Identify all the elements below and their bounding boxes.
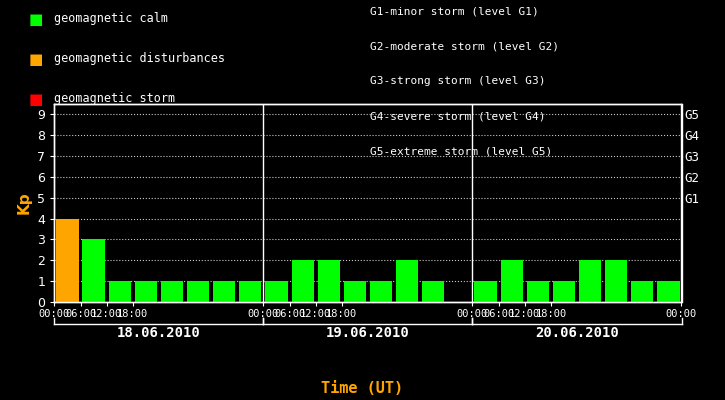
- Text: ■: ■: [29, 12, 44, 27]
- Bar: [135, 281, 157, 302]
- Text: 19.06.2010: 19.06.2010: [326, 326, 410, 340]
- Bar: [318, 260, 340, 302]
- Bar: [187, 281, 210, 302]
- Bar: [579, 260, 601, 302]
- Bar: [57, 219, 78, 302]
- Text: 20.06.2010: 20.06.2010: [535, 326, 619, 340]
- Text: G2-moderate storm (level G2): G2-moderate storm (level G2): [370, 41, 559, 51]
- Text: geomagnetic storm: geomagnetic storm: [54, 92, 175, 105]
- Text: Time (UT): Time (UT): [321, 381, 404, 396]
- Bar: [161, 281, 183, 302]
- Bar: [265, 281, 288, 302]
- Text: ■: ■: [29, 52, 44, 67]
- Bar: [552, 281, 575, 302]
- Text: G3-strong storm (level G3): G3-strong storm (level G3): [370, 76, 545, 86]
- Bar: [370, 281, 392, 302]
- Bar: [474, 281, 497, 302]
- Bar: [422, 281, 444, 302]
- Text: G4-severe storm (level G4): G4-severe storm (level G4): [370, 112, 545, 122]
- Bar: [605, 260, 627, 302]
- Text: 18.06.2010: 18.06.2010: [117, 326, 201, 340]
- Bar: [658, 281, 679, 302]
- Bar: [631, 281, 653, 302]
- Text: geomagnetic calm: geomagnetic calm: [54, 12, 168, 25]
- Bar: [239, 281, 262, 302]
- Bar: [526, 281, 549, 302]
- Bar: [500, 260, 523, 302]
- Text: G5-extreme storm (level G5): G5-extreme storm (level G5): [370, 147, 552, 157]
- Text: ■: ■: [29, 92, 44, 107]
- Text: geomagnetic disturbances: geomagnetic disturbances: [54, 52, 225, 65]
- Bar: [396, 260, 418, 302]
- Bar: [83, 240, 104, 302]
- Bar: [213, 281, 236, 302]
- Bar: [109, 281, 130, 302]
- Bar: [291, 260, 314, 302]
- Bar: [344, 281, 366, 302]
- Y-axis label: Kp: Kp: [17, 192, 32, 214]
- Text: G1-minor storm (level G1): G1-minor storm (level G1): [370, 6, 539, 16]
